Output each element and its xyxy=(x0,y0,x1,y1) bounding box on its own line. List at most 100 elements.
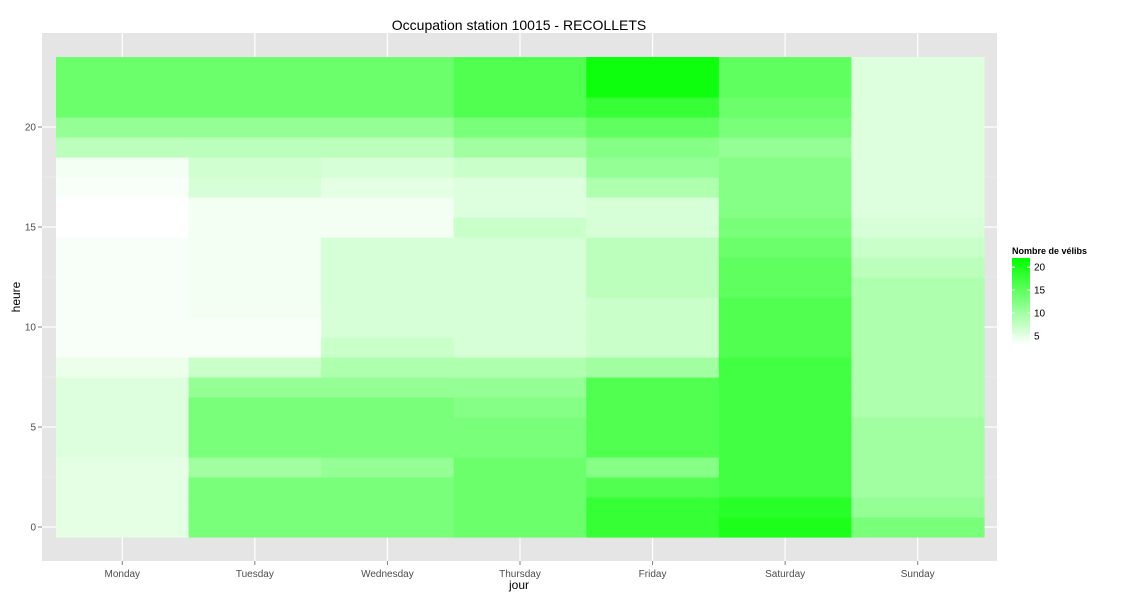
heatmap-cell xyxy=(586,137,720,158)
y-tick-label: 15 xyxy=(25,223,37,234)
heatmap-cell xyxy=(718,377,853,398)
heatmap-cell xyxy=(718,297,853,318)
heatmap-cell xyxy=(188,57,322,78)
heatmap-cell xyxy=(321,157,455,178)
heatmap-cell xyxy=(321,57,455,78)
heatmap-cell xyxy=(718,217,853,238)
heatmap-cell xyxy=(718,57,853,78)
heatmap-cell xyxy=(586,217,720,238)
heatmap-cell xyxy=(188,417,322,438)
legend-tick-label: 15 xyxy=(1034,286,1046,297)
heatmap-cell xyxy=(718,177,853,198)
x-tick-label: Monday xyxy=(104,569,140,580)
heatmap-cell xyxy=(188,297,322,318)
heatmap-cell xyxy=(321,477,455,498)
heatmap-cell xyxy=(188,497,322,518)
heatmap-cell xyxy=(188,197,322,218)
heatmap-cell xyxy=(56,217,190,238)
x-tick-label: Saturday xyxy=(765,569,805,580)
heatmap-cell xyxy=(321,377,455,398)
x-tick-label: Tuesday xyxy=(236,569,274,580)
heatmap-cell xyxy=(56,297,190,318)
heatmap-cell xyxy=(586,97,720,118)
heatmap-cell xyxy=(56,497,190,518)
heatmap-cell xyxy=(56,117,190,138)
heatmap-cell xyxy=(851,157,985,178)
heatmap-cell xyxy=(453,257,587,278)
heatmap-cell xyxy=(321,397,455,418)
heatmap-cell xyxy=(56,177,190,198)
heatmap-cell xyxy=(586,237,720,258)
heatmap-cell xyxy=(56,337,190,358)
heatmap-cell xyxy=(586,337,720,358)
legend-tick-label: 10 xyxy=(1034,308,1046,319)
heatmap-cell xyxy=(851,117,985,138)
heatmap-cell xyxy=(718,497,853,518)
heatmap-cell xyxy=(586,357,720,378)
heatmap-cell xyxy=(851,277,985,298)
heatmap-cell xyxy=(718,237,853,258)
heatmap-cell xyxy=(56,437,190,458)
heatmap-cell xyxy=(321,457,455,478)
heatmap-cell xyxy=(188,257,322,278)
heatmap-cell xyxy=(851,477,985,498)
heatmap-cell xyxy=(718,437,853,458)
heatmap-cell xyxy=(188,317,322,338)
heatmap-cell xyxy=(56,257,190,278)
heatmap-cell xyxy=(56,377,190,398)
heatmap-cell xyxy=(188,237,322,258)
heatmap-cell xyxy=(586,437,720,458)
heatmap-cell xyxy=(56,477,190,498)
legend-title: Nombre de vélibs xyxy=(1012,246,1087,256)
heatmap-cell xyxy=(321,277,455,298)
heatmap-cell xyxy=(321,77,455,98)
heatmap-cell xyxy=(321,417,455,438)
heatmap-cell xyxy=(718,137,853,158)
heatmap-cell xyxy=(188,357,322,378)
heatmap-cell xyxy=(586,117,720,138)
legend: Nombre de vélibs 5 10 15 20 xyxy=(1012,246,1087,345)
heatmap-cell xyxy=(851,457,985,478)
heatmap-cell xyxy=(188,137,322,158)
heatmap-cell xyxy=(188,217,322,238)
heatmap-cell xyxy=(56,77,190,98)
heatmap-cell xyxy=(586,177,720,198)
heatmap-cell xyxy=(188,457,322,478)
heatmap-cell xyxy=(851,497,985,518)
heatmap-cell xyxy=(188,157,322,178)
y-axis-label: heure xyxy=(9,281,23,312)
heatmap-cell xyxy=(851,137,985,158)
heatmap-cell xyxy=(453,377,587,398)
heatmap-cell xyxy=(453,277,587,298)
heatmap-cell xyxy=(321,357,455,378)
heatmap-cell xyxy=(453,297,587,318)
y-tick-label: 20 xyxy=(25,123,37,134)
heatmap-cell xyxy=(453,497,587,518)
heatmap-cell xyxy=(718,417,853,438)
heatmap-cell xyxy=(851,57,985,78)
x-axis-label: jour xyxy=(508,578,529,592)
heatmap-cell xyxy=(56,157,190,178)
legend-tick-label: 20 xyxy=(1034,263,1046,274)
heatmap-cell xyxy=(188,377,322,398)
heatmap-cell xyxy=(453,517,587,538)
heatmap-cell xyxy=(586,397,720,418)
heatmap-cell xyxy=(56,317,190,338)
heatmap-cell xyxy=(851,517,985,538)
y-tick-label: 5 xyxy=(30,423,36,434)
heatmap-cell xyxy=(321,317,455,338)
chart-title: Occupation station 10015 - RECOLLETS xyxy=(392,17,646,33)
heatmap-cell xyxy=(586,77,720,98)
heatmap-cell xyxy=(586,297,720,318)
heatmap-cell xyxy=(321,177,455,198)
y-tick-label: 0 xyxy=(30,523,36,534)
heatmap-cell xyxy=(453,357,587,378)
heatmap-cell xyxy=(851,357,985,378)
heatmap-cell xyxy=(188,517,322,538)
heatmap-cell xyxy=(586,57,720,78)
legend-tick-label: 5 xyxy=(1034,331,1040,342)
heatmap-cell xyxy=(851,317,985,338)
heatmap-cell xyxy=(321,257,455,278)
heatmap-cell xyxy=(56,397,190,418)
heatmap-cell xyxy=(321,237,455,258)
